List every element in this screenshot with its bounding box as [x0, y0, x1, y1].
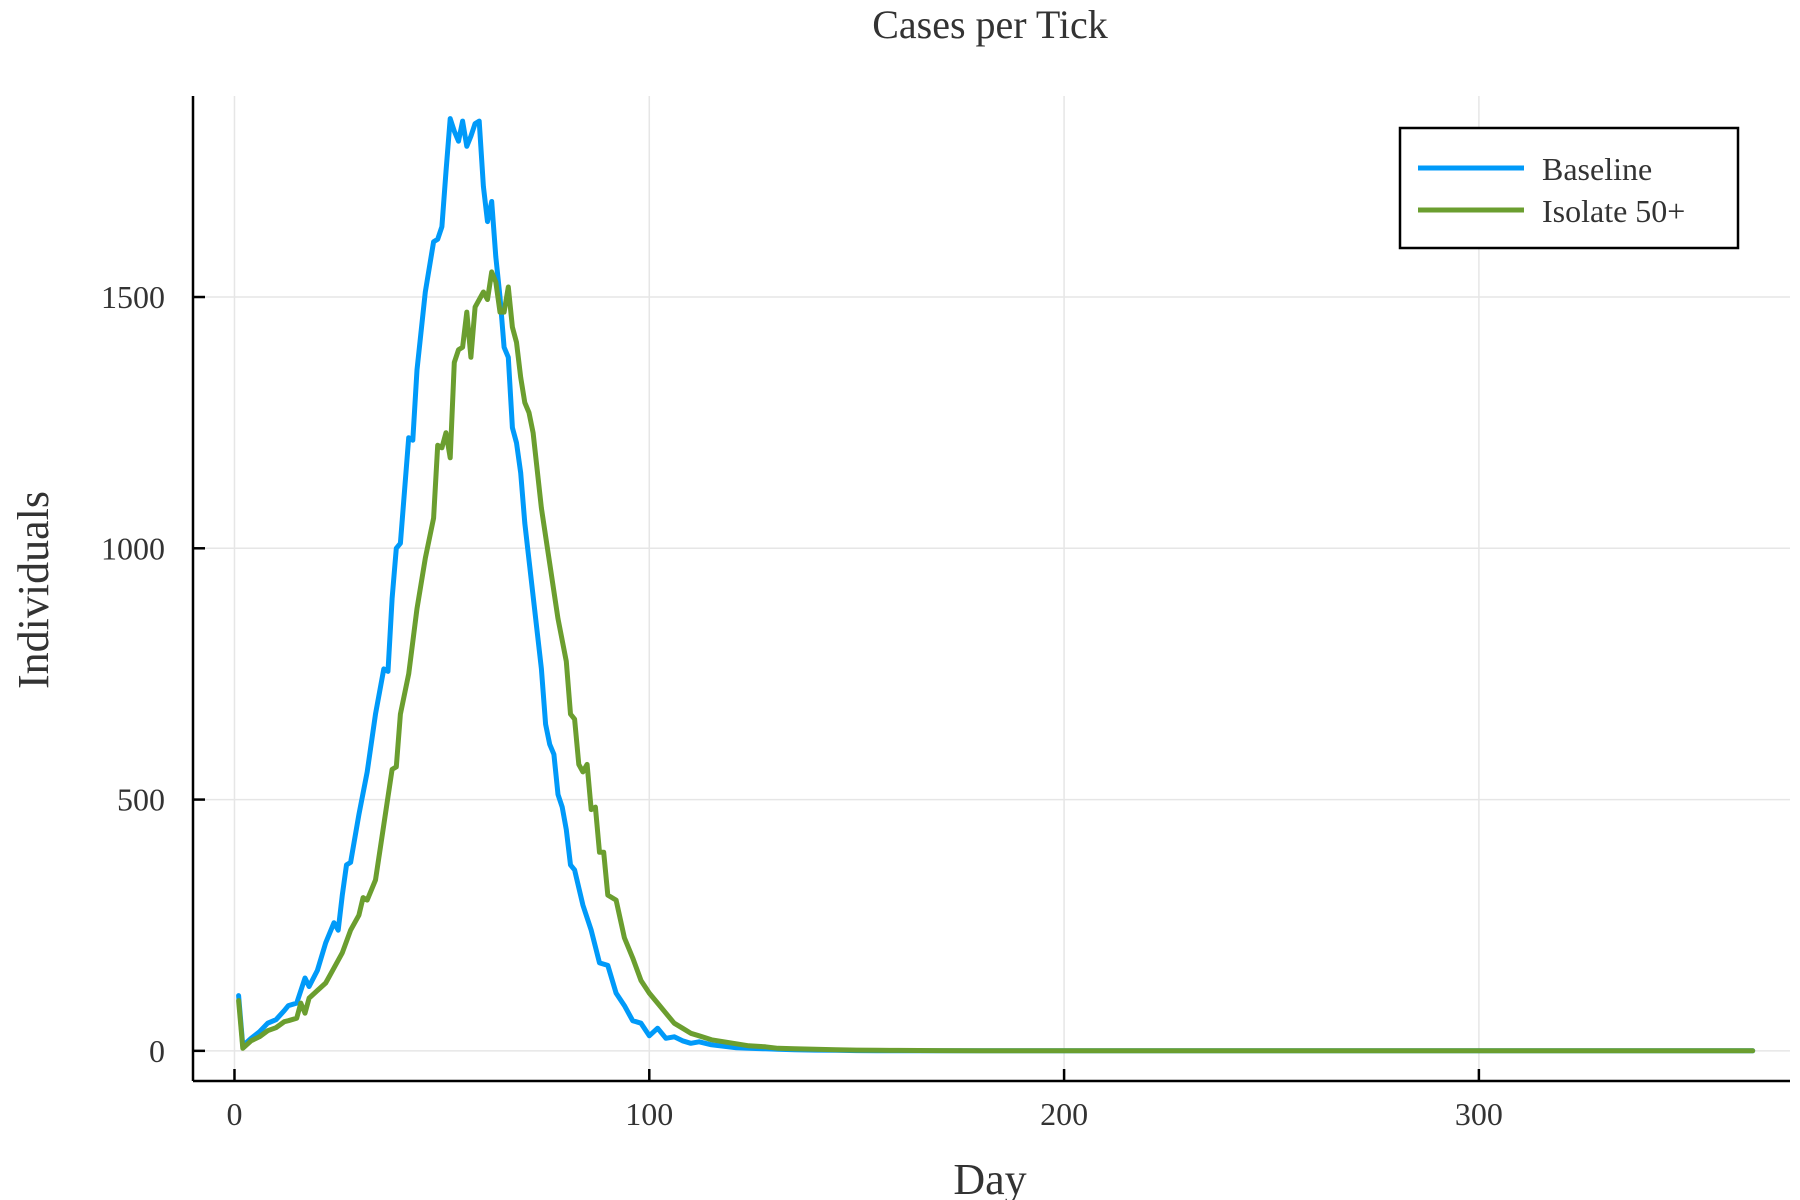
legend-label-baseline: Baseline	[1542, 151, 1652, 187]
x-tick-label: 0	[226, 1096, 242, 1132]
x-tick-label: 300	[1455, 1096, 1503, 1132]
x-tick-label: 200	[1040, 1096, 1088, 1132]
legend-label-isolate: Isolate 50+	[1542, 193, 1685, 229]
axes	[191, 96, 1790, 1083]
y-tick-label: 0	[149, 1033, 165, 1069]
y-axis-label: Individuals	[9, 491, 58, 689]
legend: Baseline Isolate 50+	[1398, 126, 1740, 250]
x-tick-label: 100	[625, 1096, 673, 1132]
series-line-baseline	[236, 116, 1756, 1054]
legend-box	[1398, 126, 1740, 250]
series-layer	[236, 116, 1756, 1054]
y-tick-label: 500	[117, 782, 165, 818]
series-line-isolate-50	[236, 269, 1756, 1054]
x-axis-label: Day	[953, 1155, 1026, 1200]
y-tick-label: 1500	[101, 279, 165, 315]
ticks: 0 100 200 300 0 500 1000 1500	[101, 279, 1503, 1132]
y-tick-label: 1000	[101, 530, 165, 566]
chart-title: Cases per Tick	[872, 2, 1108, 47]
